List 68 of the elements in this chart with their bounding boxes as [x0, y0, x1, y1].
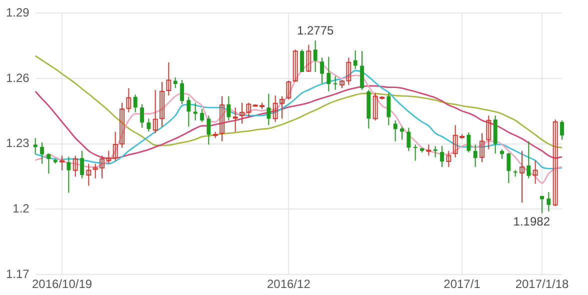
candlestick: [166, 62, 172, 96]
x-tick-label: 2017/1/18: [515, 277, 570, 292]
candlestick: [506, 152, 511, 184]
candlestick: [520, 150, 524, 203]
y-tick-label: 1.23: [6, 136, 30, 150]
candlestick: [320, 57, 324, 84]
candlestick: [226, 96, 231, 121]
candlestick: [393, 120, 398, 142]
candlestick: [480, 132, 484, 163]
candlestick: [160, 81, 164, 128]
candlestick: [326, 56, 331, 92]
candlestick: [193, 102, 198, 121]
candlestick: [186, 96, 191, 128]
candlestick: [306, 44, 312, 73]
candlestick: [446, 150, 452, 168]
candlestick: [266, 93, 271, 126]
candlestick: [353, 50, 358, 70]
candlestick: [473, 144, 478, 168]
candlestick: [500, 148, 504, 160]
candlestick: [540, 195, 544, 214]
candlestick: [466, 132, 471, 153]
candlestick: [72, 155, 78, 178]
candlestick: [173, 76, 178, 89]
y-tick-label: 1.26: [6, 70, 30, 85]
candlestick: [66, 156, 71, 194]
y-tick-label: 1.2: [12, 202, 30, 216]
x-tick-label: 2016/10/19: [32, 277, 92, 292]
candlestick: [526, 140, 531, 179]
candlestick: [133, 94, 138, 113]
candlestick: [400, 126, 404, 140]
candlestick: [86, 163, 92, 186]
candlestick: [333, 76, 338, 90]
y-tick-label: 1.29: [6, 6, 30, 20]
x-tick-label: 2016/12: [266, 277, 311, 292]
candlestick: [433, 146, 438, 158]
candlestick: [140, 104, 144, 128]
candlestick: [386, 92, 391, 126]
candlestick: [292, 49, 298, 82]
candlestick: [200, 108, 204, 122]
candlestick: [546, 192, 551, 212]
candlestick: [146, 118, 151, 132]
candlestick: [300, 49, 304, 73]
candlestick: [552, 119, 558, 207]
candlestick: [60, 155, 64, 171]
candlestick: [40, 142, 44, 164]
candlestick: [232, 107, 238, 132]
candlestick: [406, 127, 411, 152]
candlestick: [152, 89, 158, 134]
candlestick: [486, 115, 492, 150]
y-tick-label: 1.17: [6, 266, 30, 281]
candlestick: [426, 144, 432, 156]
candlestick: [33, 138, 38, 155]
candlestick: [206, 115, 211, 146]
candlestick: [286, 80, 292, 100]
candlestick: [46, 152, 51, 174]
candlestick: [560, 120, 564, 140]
candlestick: [360, 50, 364, 90]
candlestick: [220, 96, 224, 142]
candlestick: [532, 160, 538, 184]
candlestick: [313, 40, 318, 73]
annotation: 1.1982: [513, 214, 550, 228]
x-tick-label: 2017/1: [444, 277, 481, 292]
candlestick: [80, 150, 84, 179]
candlestick: [180, 80, 184, 105]
line-series: [34, 55, 563, 148]
candlestick: [440, 146, 444, 168]
annotation: 1.2775: [296, 24, 334, 38]
candlestick: [413, 144, 418, 162]
